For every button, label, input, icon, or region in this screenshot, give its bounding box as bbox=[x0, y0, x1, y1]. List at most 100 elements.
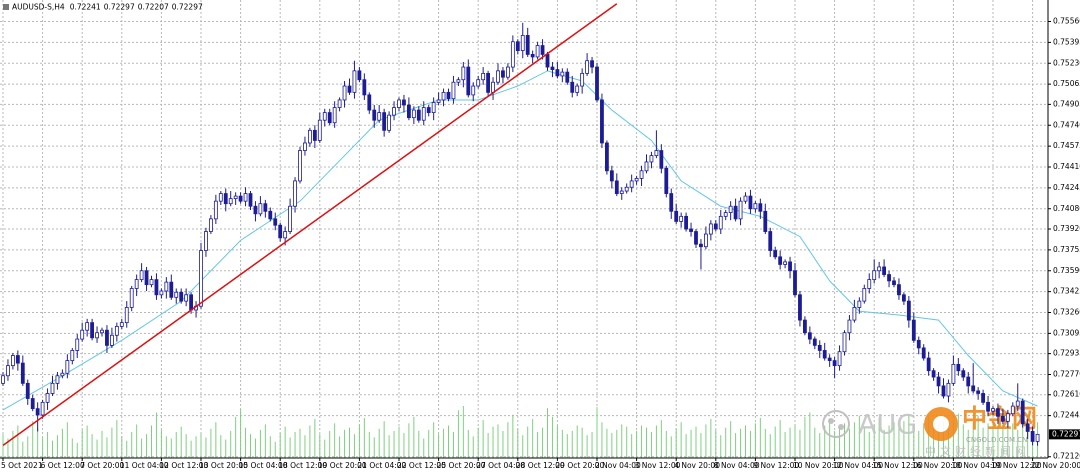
candle-body bbox=[322, 112, 327, 121]
candle-body bbox=[609, 170, 614, 182]
x-tick-label: 2 Nov 04:00 bbox=[595, 461, 641, 470]
candle-body bbox=[491, 81, 495, 93]
candle-body bbox=[743, 195, 748, 202]
candle-body bbox=[644, 161, 649, 172]
candle-body bbox=[605, 142, 609, 172]
candle-body bbox=[476, 79, 481, 87]
x-tick-label: 4 Nov 20:00 bbox=[674, 461, 720, 470]
candle-body bbox=[580, 72, 585, 87]
candle-body bbox=[397, 99, 401, 108]
candle-body bbox=[30, 398, 35, 410]
candle-body bbox=[446, 91, 451, 100]
candle-body bbox=[827, 357, 832, 361]
candle-body bbox=[1, 375, 5, 384]
candle-body bbox=[763, 210, 768, 232]
header-icon bbox=[3, 4, 9, 10]
candle-body bbox=[971, 385, 976, 392]
candle-body bbox=[204, 231, 208, 251]
candle-body bbox=[976, 390, 981, 394]
candle-body bbox=[822, 350, 827, 359]
candle-body bbox=[788, 261, 792, 272]
x-tick-label: 19 Nov 12:00 bbox=[991, 461, 1042, 470]
candle-body bbox=[25, 382, 30, 399]
candle-body bbox=[179, 291, 184, 302]
candle-body bbox=[134, 279, 139, 289]
candle-body bbox=[882, 266, 886, 275]
trendline bbox=[2, 3, 618, 446]
candle-body bbox=[530, 54, 535, 58]
candle-body bbox=[169, 281, 174, 298]
candle-body bbox=[991, 408, 995, 412]
candle-body bbox=[1020, 400, 1025, 425]
header: AUDUSD-S,H4 0.72241 0.72297 0.72207 0.72297 bbox=[3, 3, 203, 12]
candle-body bbox=[199, 250, 203, 307]
candle-body bbox=[80, 329, 85, 340]
candle-body bbox=[773, 250, 778, 258]
candle-body bbox=[941, 385, 946, 397]
candle-body bbox=[510, 41, 515, 68]
candle-body bbox=[139, 270, 144, 281]
candle-body bbox=[431, 102, 436, 114]
candle-body bbox=[758, 203, 763, 212]
candle-body bbox=[273, 218, 278, 226]
candle-body bbox=[867, 279, 872, 289]
y-tick-label: 0.75395 bbox=[1053, 37, 1080, 46]
candle-body bbox=[228, 198, 233, 205]
candle-body bbox=[119, 322, 124, 327]
candle-body bbox=[708, 223, 713, 235]
x-tick-label: 22 Oct 12:00 bbox=[397, 461, 446, 470]
candle-body bbox=[902, 294, 906, 302]
candle-body bbox=[223, 193, 228, 205]
x-tick-label: 29 Oct 20:00 bbox=[555, 461, 604, 470]
candle-body bbox=[803, 319, 807, 334]
candle-body bbox=[505, 66, 510, 78]
x-tick-label: 5 Oct 2021 bbox=[1, 461, 43, 470]
candle-body bbox=[129, 288, 134, 308]
candle-body bbox=[411, 109, 416, 119]
candle-body bbox=[426, 107, 431, 114]
candle-body bbox=[55, 375, 60, 384]
candle-body bbox=[555, 69, 560, 77]
candle-body bbox=[704, 233, 708, 248]
candle-body bbox=[367, 94, 372, 111]
candle-body bbox=[327, 112, 332, 124]
candle-body bbox=[783, 261, 787, 265]
x-tick-label: 7 Oct 20:00 bbox=[80, 461, 124, 470]
candle-body bbox=[154, 279, 159, 296]
candle-body bbox=[669, 193, 674, 212]
candle-body bbox=[342, 85, 347, 101]
candle-body bbox=[263, 203, 268, 212]
candles-layer bbox=[1, 22, 1040, 446]
candle-body bbox=[85, 322, 90, 331]
candle-body bbox=[748, 195, 753, 210]
candle-body bbox=[877, 266, 882, 272]
x-tick-label: 12 Nov 04:00 bbox=[833, 461, 884, 470]
candle-body bbox=[694, 231, 698, 245]
candle-body bbox=[298, 150, 302, 182]
candle-body bbox=[575, 85, 580, 93]
candle-body bbox=[362, 79, 367, 96]
candle-body bbox=[159, 290, 164, 296]
candle-body bbox=[525, 35, 530, 55]
candle-body bbox=[545, 54, 550, 68]
candle-body bbox=[10, 355, 15, 367]
candle-body bbox=[778, 256, 783, 265]
candle-body bbox=[723, 212, 728, 217]
candle-body bbox=[614, 180, 619, 194]
candle-body bbox=[966, 376, 971, 387]
candle-body bbox=[218, 193, 223, 202]
candle-body bbox=[981, 393, 985, 403]
candle-body bbox=[90, 322, 94, 339]
candle-body bbox=[307, 129, 312, 144]
candle-body bbox=[956, 363, 961, 372]
candle-body bbox=[253, 205, 258, 215]
candle-body bbox=[1025, 423, 1030, 432]
candle-body bbox=[283, 231, 288, 239]
candle-body bbox=[233, 195, 238, 200]
symbol: AUDUSD-S,H4 bbox=[12, 3, 65, 12]
watermark-site: CNGOLD.COM.CN bbox=[966, 436, 1027, 444]
x-tick-label: 15 Nov 12:00 bbox=[872, 461, 923, 470]
